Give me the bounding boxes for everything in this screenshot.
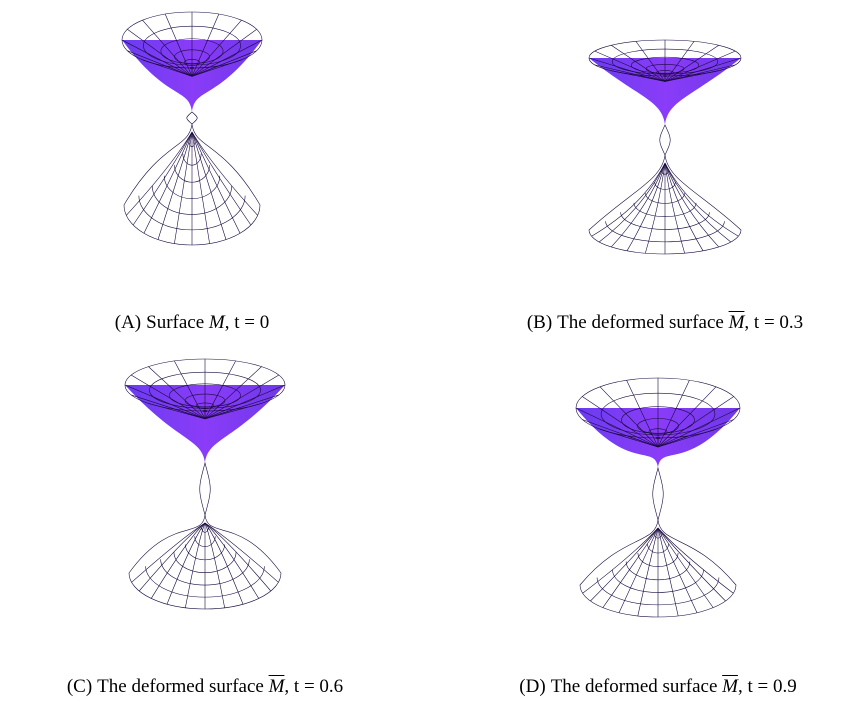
neck xyxy=(660,125,671,155)
grid-meridian xyxy=(603,528,658,608)
caption-param: , t = 0.9 xyxy=(738,676,797,697)
grid-meridian xyxy=(192,132,210,244)
caption-text: The deformed surface xyxy=(97,676,264,697)
grid-meridian xyxy=(174,132,192,244)
neck xyxy=(200,463,211,515)
caption-symbol: M xyxy=(722,676,738,697)
caption: (D) The deformed surface M, t = 0.9 xyxy=(519,676,796,698)
grid-meridian xyxy=(192,132,226,240)
grid-meridian xyxy=(645,163,665,253)
caption-param: , t = 0 xyxy=(225,312,270,333)
grid-meridian xyxy=(151,523,205,598)
caption-symbol: M xyxy=(209,312,225,333)
grid-meridian xyxy=(638,528,658,616)
caption: (A)Surface M, t = 0 xyxy=(115,312,270,334)
caption: (C)The deformed surface M, t = 0.6 xyxy=(67,676,343,698)
caption-text: The deformed surface xyxy=(551,676,718,697)
grid-meridian xyxy=(158,132,192,240)
caption-label: (D) xyxy=(519,676,545,697)
neck xyxy=(653,468,664,520)
grid-meridian xyxy=(192,132,258,215)
grid-meridian xyxy=(665,163,685,253)
caption-text: Surface xyxy=(146,312,204,333)
caption-text: The deformed surface xyxy=(557,312,724,333)
caption-label: (A) xyxy=(115,312,141,333)
grid-meridian xyxy=(658,528,733,593)
caption-param: , t = 0.6 xyxy=(284,676,343,697)
caption-label: (B) xyxy=(527,312,552,333)
grid-meridian xyxy=(205,523,259,598)
grid-meridian xyxy=(192,132,240,233)
grid-meridian xyxy=(658,528,678,616)
caption-symbol: M xyxy=(269,676,285,697)
grid-meridian xyxy=(144,132,192,233)
grid-meridian xyxy=(126,132,192,215)
grid-meridian xyxy=(185,523,205,608)
caption-label: (C) xyxy=(67,676,92,697)
surfaces xyxy=(0,0,841,721)
grid-meridian xyxy=(590,528,658,601)
grid-meridian xyxy=(592,163,665,236)
figure: (A)Surface M, t = 0(B)The deformed surfa… xyxy=(0,0,841,721)
caption-param: , t = 0.3 xyxy=(744,312,803,333)
caption: (B)The deformed surface M, t = 0.3 xyxy=(527,312,803,334)
grid-meridian xyxy=(658,528,713,608)
grid-meridian xyxy=(583,528,658,593)
grid-meridian xyxy=(658,528,726,601)
grid-meridian xyxy=(665,163,738,236)
grid-meridian xyxy=(205,523,225,608)
neck xyxy=(187,112,198,124)
caption-symbol: M xyxy=(729,312,745,333)
